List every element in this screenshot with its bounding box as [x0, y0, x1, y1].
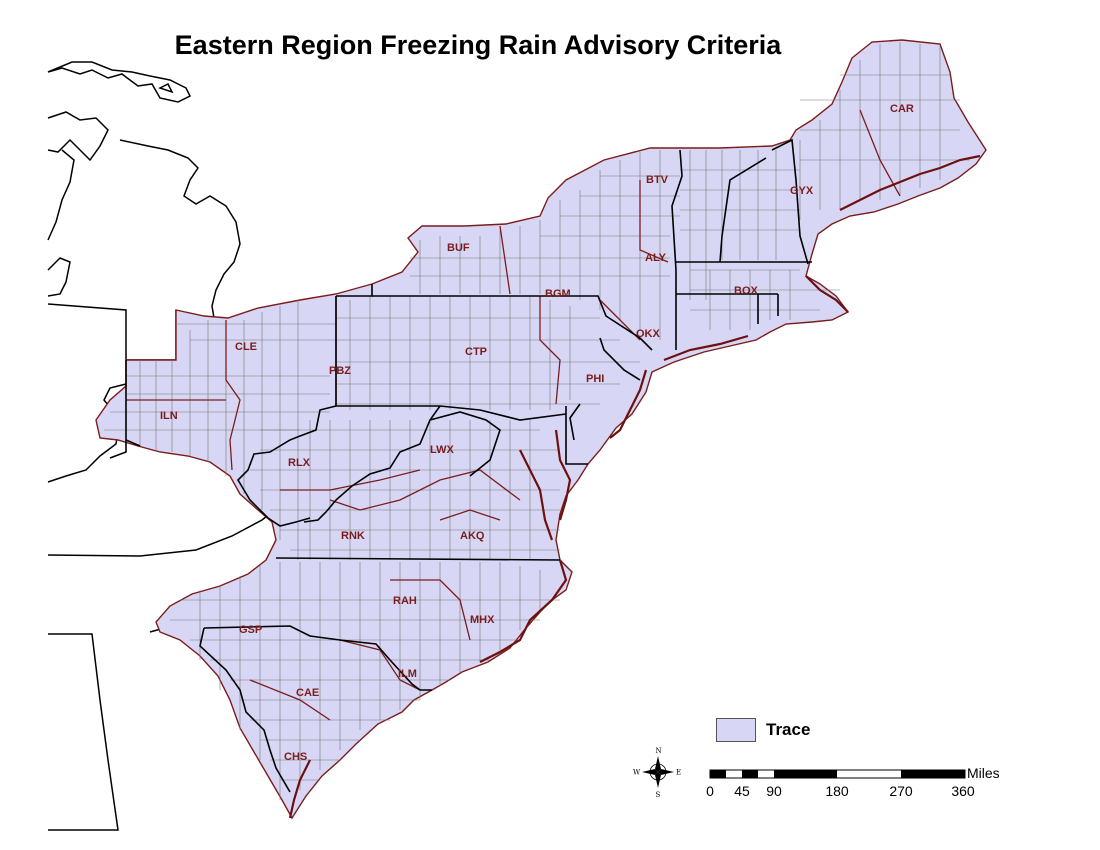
legend-label: Trace — [766, 720, 811, 739]
office-label-mhx: MHX — [470, 614, 495, 626]
office-label-cae: CAE — [296, 687, 319, 699]
office-label-gsp: GSP — [239, 624, 262, 636]
office-label-rnk: RNK — [341, 530, 365, 542]
office-label-chs: CHS — [284, 751, 307, 763]
legend-swatch — [716, 718, 756, 742]
coastline — [288, 154, 981, 819]
region-fill — [95, 39, 987, 820]
scale-tick-label: 90 — [766, 783, 782, 799]
office-label-ctp: CTP — [465, 346, 487, 358]
county-lines — [104, 42, 970, 800]
scale-tick-label: 45 — [734, 783, 750, 799]
compass-north-label: N — [656, 747, 662, 755]
office-label-car: CAR — [890, 103, 914, 115]
office-label-cle: CLE — [235, 341, 257, 353]
office-label-aly: ALY — [645, 252, 667, 264]
office-label-pbz: PBZ — [329, 365, 351, 377]
office-label-akq: AKQ — [460, 530, 485, 542]
compass-south-label: S — [656, 791, 661, 799]
office-label-buf: BUF — [447, 242, 470, 254]
compass-rose-icon: N S E W — [633, 747, 681, 799]
office-label-phi: PHI — [586, 373, 604, 385]
scale-tick-label: 180 — [825, 783, 849, 799]
scale-bar — [709, 769, 966, 779]
scale-tick-label: 360 — [951, 783, 975, 799]
scale-units-label: Miles — [967, 765, 1000, 781]
office-label-rah: RAH — [393, 595, 417, 607]
map-title: Eastern Region Freezing Rain Advisory Cr… — [174, 30, 782, 60]
office-label-bgm: BGM — [545, 288, 571, 300]
legend: Trace — [716, 717, 810, 743]
compass-east-label: E — [676, 769, 681, 777]
office-label-box: BOX — [734, 285, 759, 297]
office-label-okx: OKX — [636, 328, 661, 340]
office-labels: CAR GYX BTV BUF ALY BOX BGM OKX CLE CTP … — [160, 103, 914, 763]
office-label-gyx: GYX — [790, 185, 814, 197]
office-label-btv: BTV — [646, 174, 669, 186]
office-label-rlx: RLX — [288, 457, 311, 469]
compass-west-label: W — [633, 769, 641, 777]
office-label-lwx: LWX — [430, 444, 454, 456]
office-label-iln: ILN — [160, 410, 178, 422]
scale-tick-label: 270 — [889, 783, 913, 799]
office-label-ilm: ILM — [398, 668, 417, 680]
scale-tick-label: 0 — [706, 783, 714, 799]
state-lines — [109, 138, 812, 793]
